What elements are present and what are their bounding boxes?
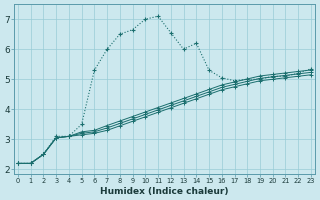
X-axis label: Humidex (Indice chaleur): Humidex (Indice chaleur) bbox=[100, 187, 229, 196]
